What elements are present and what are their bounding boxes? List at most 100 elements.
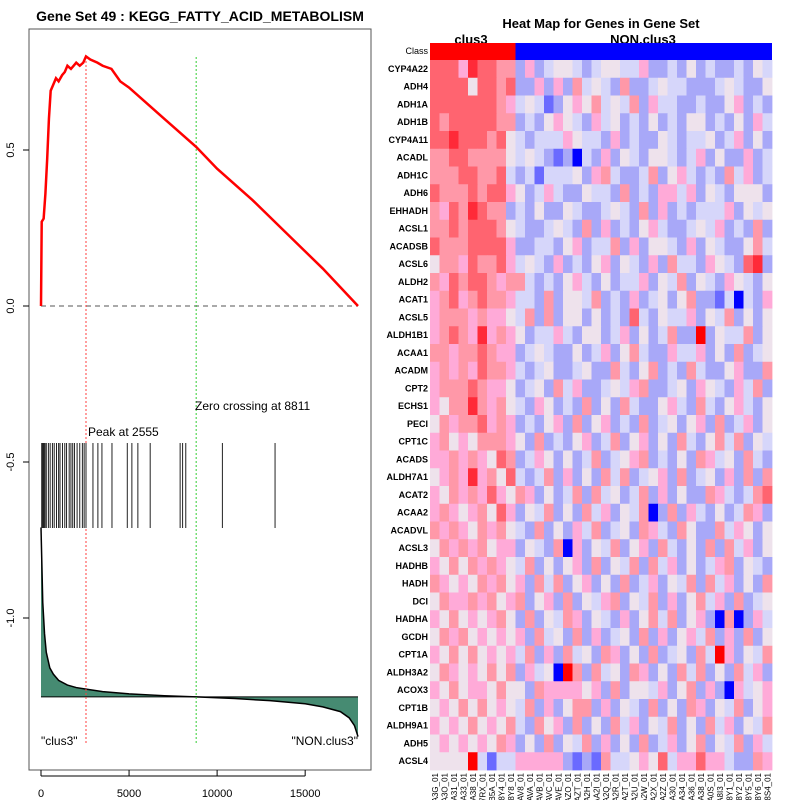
heatmap-cell: [658, 539, 668, 558]
heatmap-cell: [648, 326, 659, 345]
heatmap-cell: [762, 539, 773, 558]
heatmap-cell: [525, 273, 535, 292]
heatmap-cell: [667, 77, 678, 96]
heatmap-cell: [449, 503, 459, 522]
heatmap-cell: [629, 326, 640, 345]
heatmap-cell: [734, 450, 744, 469]
heatmap-cell: [449, 610, 459, 629]
heatmap-cell: [487, 415, 497, 434]
heatmap-cell: [449, 645, 459, 664]
heatmap-cell: [667, 202, 678, 221]
heatmap-cell: [648, 148, 659, 167]
heatmap-cell: [696, 503, 706, 522]
heatmap-cell: [487, 202, 497, 221]
heatmap-cell: [439, 610, 450, 629]
heatmap-cell: [515, 131, 526, 150]
heatmap-cell: [468, 628, 478, 647]
heatmap-cell: [515, 273, 526, 292]
heatmap-cell: [563, 557, 573, 576]
heatmap-cell: [544, 521, 554, 540]
heatmap-cell: [686, 397, 697, 416]
heatmap-cell: [629, 628, 640, 647]
heatmap-cell: [515, 344, 526, 363]
heatmap-cell: [620, 503, 630, 522]
heatmap-cell: [610, 148, 621, 167]
heatmap-cell: [734, 237, 744, 256]
heatmap-cell: [449, 113, 459, 132]
heatmap-cell: [458, 95, 469, 114]
heatmap-cell: [572, 415, 583, 434]
heatmap-cell: [572, 148, 583, 167]
heatmap-cell: [487, 610, 497, 629]
heatmap-cell: [724, 131, 735, 150]
heatmap-cell: [506, 716, 516, 735]
heatmap-cell: [439, 273, 450, 292]
heatmap-cell: [696, 60, 706, 79]
heatmap-cell: [610, 95, 621, 114]
heatmap-cell: [496, 432, 507, 451]
heatmap-cell: [477, 557, 488, 576]
gene-label: DCI: [413, 596, 429, 606]
heatmap-cell: [734, 95, 744, 114]
gene-label: ACAA2: [397, 508, 428, 518]
heatmap-cell: [677, 397, 687, 416]
heatmap-cell: [677, 379, 687, 398]
heatmap-cell: [506, 308, 516, 327]
heatmap-cell: [667, 113, 678, 132]
heatmap-cell: [477, 592, 488, 611]
heatmap-cell: [601, 503, 611, 522]
heatmap-cell: [658, 521, 668, 540]
heatmap-cell: [449, 415, 459, 434]
gene-label: CYP4A11: [388, 135, 428, 145]
heatmap-cell: [553, 60, 564, 79]
heatmap-cell: [601, 60, 611, 79]
heatmap-cell: [696, 734, 706, 753]
heatmap-cell: [753, 77, 763, 96]
heatmap-cell: [753, 344, 763, 363]
heatmap-cell: [458, 663, 469, 682]
heatmap-cell: [686, 415, 697, 434]
heatmap-cell: [601, 699, 611, 718]
heatmap-cell: [477, 361, 488, 380]
heatmap-cell: [458, 592, 469, 611]
heatmap-cell: [658, 610, 668, 629]
heatmap-cell: [487, 95, 497, 114]
heatmap-cell: [620, 273, 630, 292]
heatmap-cell: [762, 734, 773, 753]
heatmap-cell: [572, 326, 583, 345]
heatmap-cell: [724, 663, 735, 682]
heatmap-cell: [639, 397, 649, 416]
heatmap-cell: [639, 752, 649, 771]
heatmap-cell: [620, 699, 630, 718]
sample-label: A8Y5_01: [744, 772, 753, 800]
heatmap-cell: [449, 557, 459, 576]
heatmap-cell: [572, 273, 583, 292]
heatmap-cell: [648, 645, 659, 664]
heatmap-cell: [582, 95, 592, 114]
heatmap-cell: [696, 202, 706, 221]
heatmap-cell: [658, 752, 668, 771]
heatmap-cell: [544, 60, 554, 79]
gene-label: ACADVL: [391, 525, 429, 535]
heatmap-cell: [601, 397, 611, 416]
heatmap-cell: [458, 397, 469, 416]
heatmap-cell: [601, 521, 611, 540]
heatmap-cell: [430, 308, 440, 327]
heatmap-cell: [724, 166, 735, 185]
heatmap-cell: [544, 202, 554, 221]
heatmap-cell: [705, 681, 716, 700]
heatmap-cell: [582, 273, 592, 292]
heatmap-cell: [762, 379, 773, 398]
gene-label: ADH4: [403, 82, 428, 92]
heatmap-cell: [458, 131, 469, 150]
heatmap-cell: [572, 663, 583, 682]
heatmap-cell: [724, 681, 735, 700]
heatmap-cell: [677, 60, 687, 79]
heatmap-cell: [582, 184, 592, 203]
heatmap-cell: [715, 734, 725, 753]
heatmap-cell: [629, 592, 640, 611]
heatmap-cell: [582, 734, 592, 753]
heatmap-cell: [696, 574, 706, 593]
heatmap-cell: [715, 716, 725, 735]
heatmap-cell: [629, 450, 640, 469]
